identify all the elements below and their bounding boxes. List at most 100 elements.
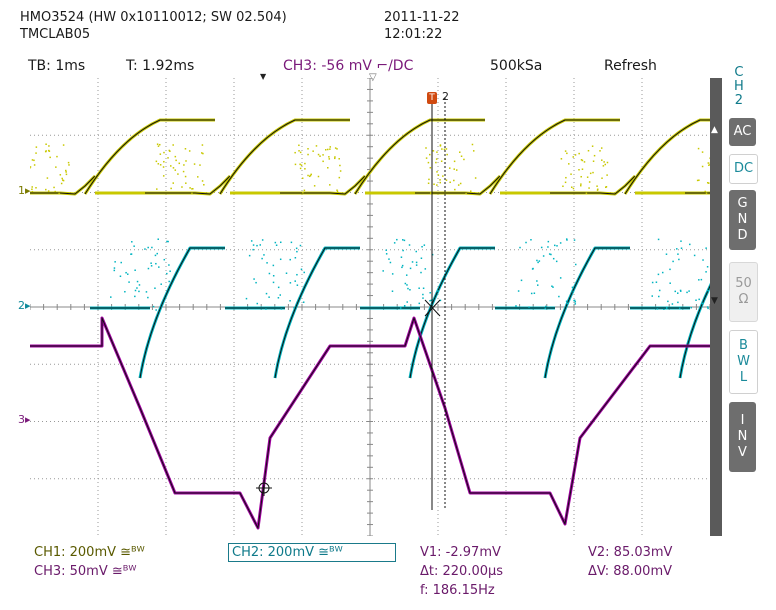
trigger-time-label[interactable]: T: 1.92ms [126, 58, 194, 74]
ch1-noise-dot [302, 178, 304, 180]
ch2-noise-dot [268, 296, 270, 298]
ch1-noise-dot [202, 144, 204, 146]
ch3-setting[interactable]: CH3: 50mV ≅ᴮᵂ [34, 563, 136, 580]
ch1-noise-dot [603, 161, 605, 163]
ch2-noise-dot [556, 245, 558, 247]
ch2-noise-dot [261, 258, 263, 260]
ch1-noise-dot [561, 158, 563, 160]
ch1-noise-dot [175, 160, 177, 162]
ch1-rise-segment [490, 120, 620, 194]
ch2-noise-dot [392, 290, 394, 292]
ch1-noise-dot [428, 183, 430, 185]
ch1-trace-segment [685, 176, 710, 194]
ch1-setting[interactable]: CH1: 200mV ≅ᴮᵂ [34, 544, 145, 561]
ch2-noise-dot [276, 244, 278, 246]
ch2-noise-dot [386, 253, 388, 255]
ch1-noise-dot [594, 155, 596, 157]
ch1-noise-dot [177, 173, 179, 175]
ch2-noise-dot [260, 244, 262, 246]
ch2-noise-dot [422, 294, 424, 296]
ch2-noise-dot [550, 254, 552, 256]
ch2-noise-dot [421, 246, 423, 248]
ch1-noise-dot [318, 176, 320, 178]
gnd-button[interactable]: GND [729, 190, 756, 250]
ac-coupling-button[interactable]: AC [729, 118, 756, 146]
trigger-position-marker[interactable]: T [427, 92, 437, 104]
ch1-noise-dot [167, 157, 169, 159]
ch1-noise-dot [433, 150, 435, 152]
ch1-noise-dot [32, 191, 34, 193]
ch2-noise-dot [160, 283, 162, 285]
ch2-noise-dot [135, 290, 137, 292]
side-arrow-up-icon: ▲ [711, 125, 718, 135]
ch2-noise-dot [666, 307, 668, 309]
ch1-noise-dot [61, 178, 63, 180]
ch2-noise-dot [575, 301, 577, 303]
ch1-noise-dot [442, 175, 444, 177]
ch1-noise-dot [55, 166, 57, 168]
ch1-noise-dot [429, 154, 431, 156]
ch1-noise-dot [181, 186, 183, 188]
ch2-noise-dot [669, 269, 671, 271]
ch2-setting[interactable]: CH2: 200mV ≅ᴮᵂ [228, 543, 396, 562]
ch2-noise-dot [278, 287, 280, 289]
ch2-noise-dot [388, 258, 390, 260]
ch1-noise-dot [334, 156, 336, 158]
refresh-label[interactable]: Refresh [604, 58, 657, 74]
ch1-noise-dot [596, 185, 598, 187]
ch2-noise-dot [150, 262, 152, 264]
ch2-noise-dot [416, 264, 418, 266]
ch2-noise-dot [300, 245, 302, 247]
ch2-noise-dot [560, 242, 562, 244]
ch1-noise-dot [460, 183, 462, 185]
ch1-noise-dot [570, 173, 572, 175]
ch2-noise-dot [151, 247, 153, 249]
ch1-noise-dot [47, 177, 49, 179]
ch2-noise-dot [707, 306, 709, 308]
trigger-setting-label[interactable]: CH3: -56 mV ⌐/DC [283, 58, 413, 74]
ch1-noise-dot [35, 152, 37, 154]
ch2-noise-dot [534, 292, 536, 294]
ch2-noise-dot [652, 282, 654, 284]
ch2-noise-dot [262, 239, 264, 241]
ch1-noise-dot [449, 182, 451, 184]
ch2-noise-dot [681, 247, 683, 249]
bwl-button[interactable]: BWL [729, 330, 758, 394]
ch1-noise-dot [170, 165, 172, 167]
ch2-noise-dot [155, 255, 157, 256]
ch2-noise-dot [253, 244, 255, 246]
ch2-noise-dot [144, 248, 146, 250]
ch1-noise-dot [158, 145, 160, 147]
waveform-display[interactable] [30, 78, 710, 536]
inv-button[interactable]: INV [729, 402, 756, 472]
ch2-noise-dot [402, 250, 404, 252]
ch1-noise-dot [300, 152, 302, 154]
cursor-dt-readout: Δt: 220.00µs [420, 563, 503, 580]
ch1-noise-dot [54, 191, 56, 193]
dc-coupling-button[interactable]: DC [729, 154, 758, 184]
side-scrollbar[interactable] [710, 78, 722, 536]
ch2-noise-dot [134, 296, 136, 298]
ch2-noise-dot [541, 247, 543, 249]
ch1-noise-dot [433, 183, 435, 185]
ch2-noise-dot [515, 305, 517, 307]
ch2-level-marker[interactable]: 2▸ [18, 299, 31, 312]
ch1-noise-dot [314, 185, 316, 187]
ch3-level-marker[interactable]: 3▸ [18, 413, 31, 426]
ch1-noise-dot [183, 164, 185, 166]
ch1-noise-dot [61, 183, 63, 185]
ch2-noise-dot [677, 302, 679, 304]
50-ohm-button[interactable]: 50 Ω [729, 262, 758, 322]
ch1-trace-segment [415, 176, 500, 194]
ch2-noise-dot [138, 291, 140, 293]
ch1-noise-dot [45, 189, 47, 191]
cursor-v1-readout: V1: -2.97mV [420, 544, 501, 561]
ch1-noise-dot [157, 143, 159, 145]
ch1-noise-dot [319, 155, 321, 157]
ch2-noise-dot [416, 251, 418, 253]
ch2-noise-dot [406, 274, 408, 276]
ch1-level-marker[interactable]: 1▸ [18, 184, 31, 197]
ch2-noise-dot [560, 277, 562, 279]
ch2-noise-dot [289, 259, 291, 261]
timebase-label[interactable]: TB: 1ms [28, 58, 85, 74]
